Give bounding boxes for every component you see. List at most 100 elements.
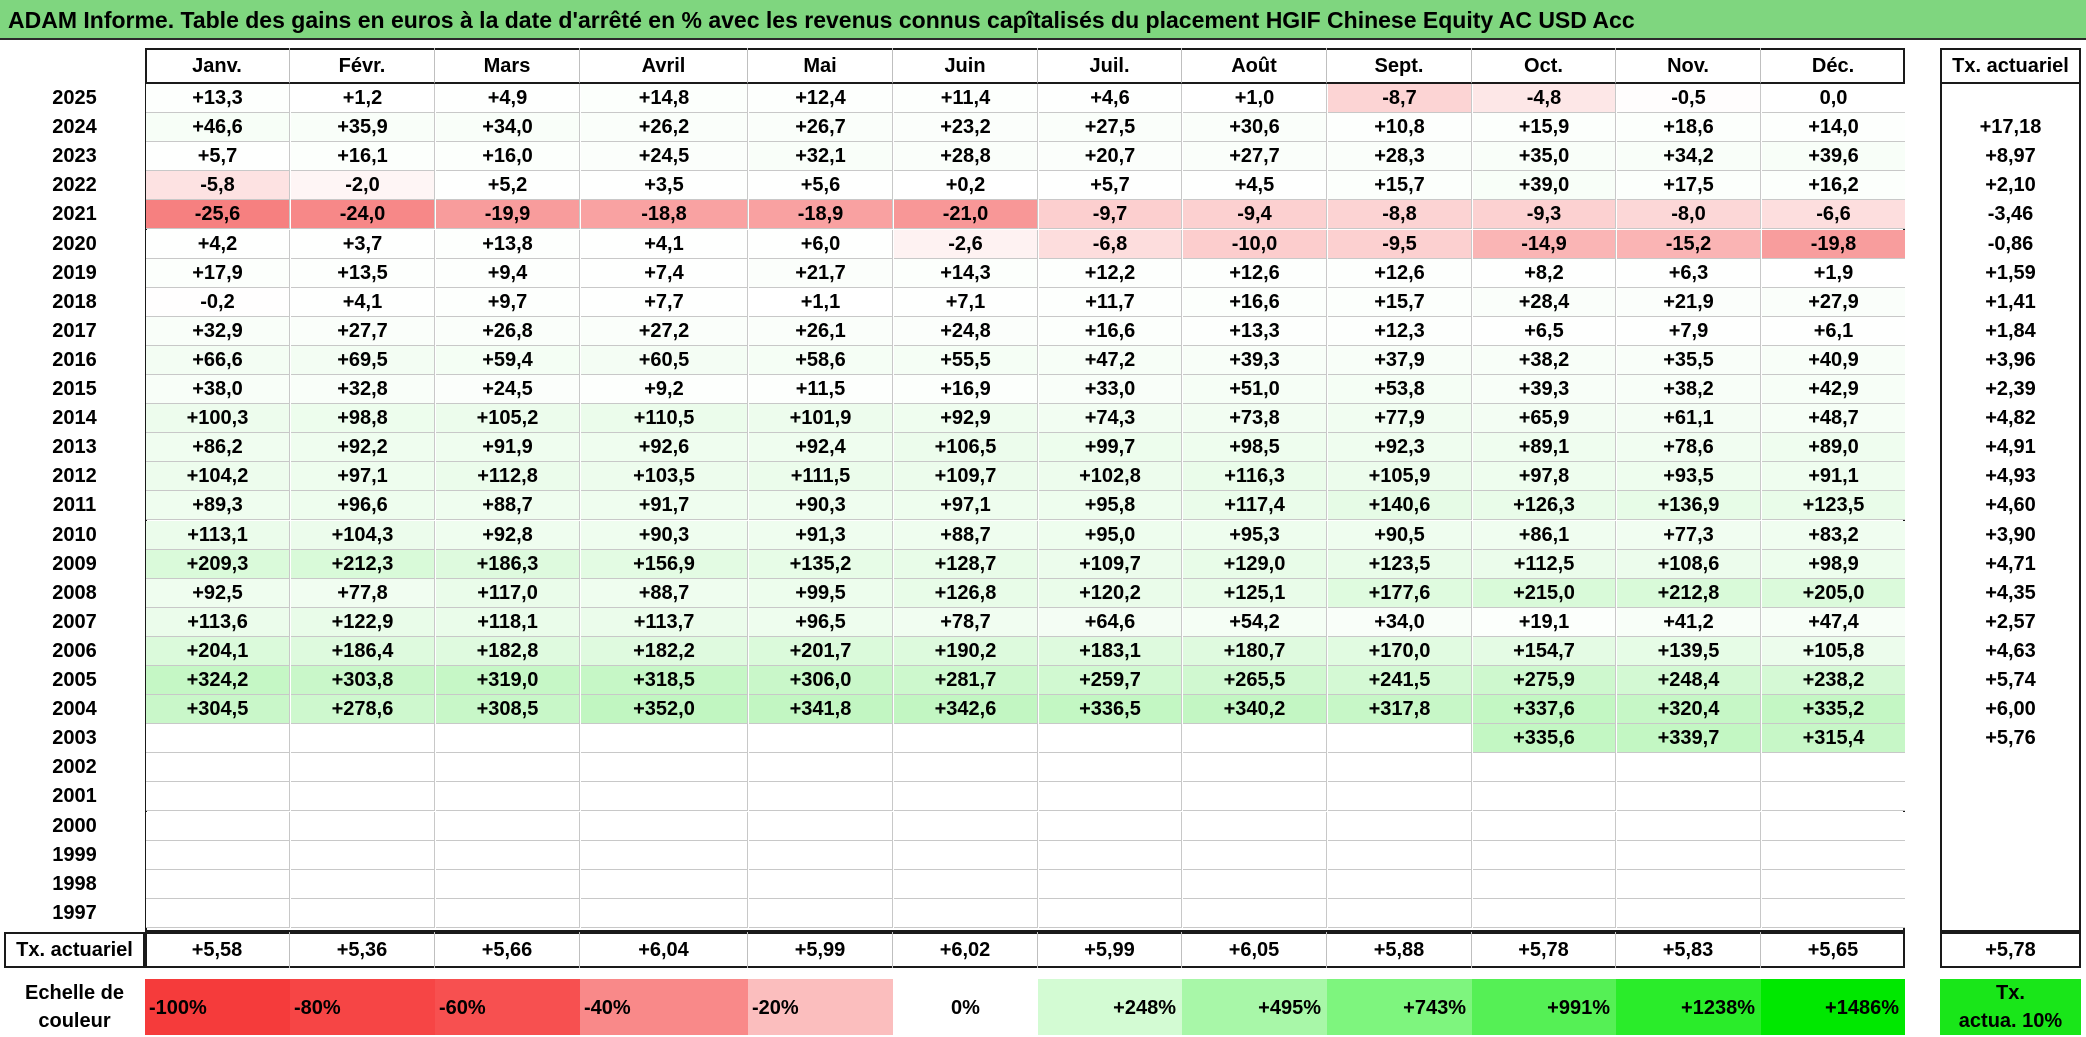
table-cell: +205,0 [1762,578,1905,608]
annual-cell: +3,96 [1985,348,2036,371]
table-cell: +27,7 [1183,142,1327,172]
table-cell: +281,7 [894,666,1038,696]
table-cell [146,753,290,783]
table-cell: +7,1 [894,287,1038,317]
table-cell [1328,898,1472,928]
year-label: 1997 [52,901,97,924]
color-scale-swatch: +1238% [1616,979,1761,1035]
table-cell: +83,2 [1762,520,1905,550]
table-cell: +100,3 [146,404,290,434]
table-cell: +12,6 [1328,258,1472,288]
table-cell: +306,0 [749,666,893,696]
table-cell: -9,3 [1473,200,1616,230]
table-cell: +129,0 [1183,549,1327,579]
table-cell: +122,9 [291,607,435,637]
table-cell [749,753,893,783]
table-cell [1328,811,1472,841]
table-cell: +5,7 [1039,171,1182,201]
table-cell: +341,8 [749,695,893,725]
footer-cell: +5,65 [1807,939,1859,961]
table-cell: +9,2 [581,375,748,405]
table-cell: +24,5 [581,142,748,172]
table-cell: +88,7 [581,578,748,608]
table-cell: +28,3 [1328,142,1472,172]
table-cell: +339,7 [1617,724,1761,754]
table-cell: +215,0 [1473,578,1616,608]
table-cell [1183,811,1327,841]
table-cell: +105,8 [1762,636,1905,666]
table-cell: +11,5 [749,375,893,405]
table-cell: +12,6 [1183,258,1327,288]
table-cell: +24,5 [436,375,580,405]
annual-cell: +1,84 [1985,319,2036,342]
table-cell: -10,0 [1183,229,1327,259]
table-cell: +109,7 [1039,549,1182,579]
table-cell: -5,8 [146,171,290,201]
table-cell: +51,0 [1183,375,1327,405]
table-cell: +17,9 [146,258,290,288]
annual-cell: +5,74 [1985,669,2036,691]
table-cell: -0,5 [1617,84,1761,114]
color-scale-swatch: +743% [1327,979,1472,1035]
table-cell [146,811,290,841]
table-cell: +90,3 [749,491,893,521]
table-cell: +108,6 [1617,549,1761,579]
table-cell: +92,3 [1328,433,1472,463]
table-cell: +15,7 [1328,287,1472,317]
table-cell: -2,0 [291,171,435,201]
table-cell: +24,8 [894,316,1038,346]
table-cell: +47,2 [1039,345,1182,375]
color-scale-swatch: -60% [435,979,580,1035]
table-cell: -9,4 [1183,200,1327,230]
table-cell: +54,2 [1183,607,1327,637]
annual-cell: +4,93 [1985,465,2036,488]
table-cell [749,869,893,899]
table-cell: +183,1 [1039,636,1182,666]
color-scale-swatch: +991% [1472,979,1616,1035]
annual-cell: -0,86 [1987,232,2034,255]
table-cell: +5,6 [749,171,893,201]
table-cell: +59,4 [436,345,580,375]
year-label: 2002 [52,756,97,779]
annual-cell [1940,870,2081,899]
table-cell: +35,9 [291,113,435,143]
annual-cell: +2,10 [1985,174,2036,197]
table-cell: +89,0 [1762,433,1905,463]
table-cell: +123,5 [1328,549,1472,579]
table-cell: +26,1 [749,316,893,346]
footer-row-frame [145,932,1905,968]
month-header: Déc. [1761,48,1905,84]
year-label: 2016 [52,348,97,371]
table-cell [894,724,1038,754]
table-cell: +39,6 [1762,142,1905,172]
table-cell: +182,8 [436,636,580,666]
table-cell [1473,869,1616,899]
table-cell: +180,7 [1183,636,1327,666]
table-cell [749,782,893,812]
table-cell: +123,5 [1762,491,1905,521]
table-cell: +116,3 [1183,462,1327,492]
table-cell: +16,6 [1039,316,1182,346]
table-cell: +112,8 [436,462,580,492]
table-cell: +336,5 [1039,695,1182,725]
table-cell: +106,5 [894,433,1038,463]
table-cell: +154,7 [1473,636,1616,666]
year-label: 2011 [52,494,97,517]
table-cell: -0,2 [146,287,290,317]
year-label: 2024 [52,116,97,139]
table-cell: +13,3 [1183,316,1327,346]
table-cell [581,753,748,783]
table-cell: +105,2 [436,404,580,434]
table-cell: +1,2 [291,84,435,114]
table-cell: +16,9 [894,375,1038,405]
year-label: 2009 [52,552,97,575]
table-cell: +17,5 [1617,171,1761,201]
table-cell [1328,724,1472,754]
table-cell: +117,0 [436,578,580,608]
color-scale-swatch: -80% [290,979,435,1035]
table-cell: +4,9 [436,84,580,114]
table-cell [1183,840,1327,870]
table-cell [436,869,580,899]
table-cell: +6,5 [1473,316,1616,346]
table-cell: +42,9 [1762,375,1905,405]
